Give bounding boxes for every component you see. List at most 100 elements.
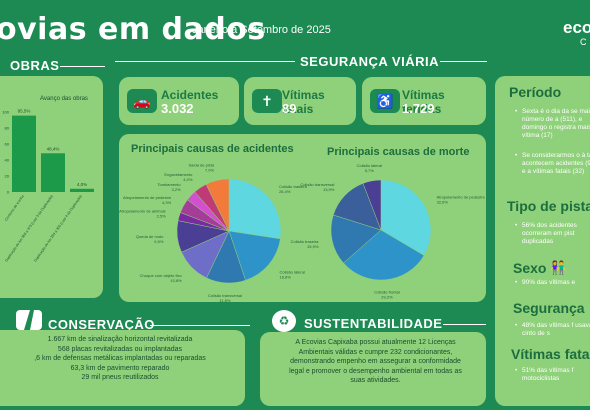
obras-bar: [12, 115, 36, 192]
pie-value-label: 29,2%: [381, 295, 393, 300]
obras-chart-title: Avanço das obras: [40, 96, 88, 102]
obras-bar-label: Duplicação do km 358 a 373 (Lote 3 da Du…: [4, 194, 53, 262]
pie1-title: Principais causas de acidentes: [131, 143, 294, 155]
seguranca-cinto-heading: Segurança: [513, 300, 585, 316]
sust-line: suas atividades.: [350, 377, 401, 384]
pie-slice: [380, 179, 432, 256]
pie-value-label: 15,9%: [307, 244, 319, 249]
sust-line: demonstrando empenho em assegurar a conf…: [290, 358, 461, 365]
seguranca-cinto-bullet: 48% das vítimas f usavam cinto de s: [515, 322, 590, 338]
conservacao-item: 568 placas revitalizadas ou implantadas: [57, 345, 183, 353]
gender-icon: 👫: [550, 260, 567, 275]
sustentabilidade-heading: SUSTENTABILIDADE: [304, 316, 443, 331]
vitimas-fatais-heading: Vítimas fatai: [511, 346, 590, 362]
sustentabilidade-text: A Ecovias Capixaba possui atualmente 12 …: [268, 338, 483, 386]
pie-value-label: 9,5%: [154, 239, 164, 244]
pie-slice: [205, 178, 230, 232]
y-tick-label: 80: [5, 126, 10, 131]
sexo-bullet: 90% das vítimas e: [515, 279, 590, 287]
injured-person-icon: ♿: [370, 89, 400, 113]
pie-slice: [330, 214, 382, 264]
seguranca-heading: SEGURANÇA VIÁRIA: [300, 54, 439, 69]
kpi-value: 89: [282, 101, 297, 116]
obras-heading: OBRAS: [10, 58, 60, 73]
tipo-pista-bullet: 56% dos acidentes ocorreram em pist dupl…: [515, 222, 590, 246]
pie-label: Atropelamento de pedestre: [437, 194, 486, 199]
y-tick-label: 40: [5, 158, 10, 163]
obras-bar-value: 95,5%: [18, 109, 31, 114]
conservacao-item: ,6 km de defensas metálicas implantadas …: [34, 355, 206, 362]
conservacao-heading: CONSERVAÇÃO: [48, 317, 155, 332]
y-tick-label: 60: [5, 142, 10, 147]
pie-label: Queda de moto: [136, 234, 164, 239]
kpi-vitimas-feridas: ♿ Vítimas feridas 1.729: [362, 77, 486, 125]
pie-label: Atropelamento de animais: [119, 209, 165, 214]
pie2-title: Principais causas de morte: [327, 146, 470, 158]
vitimas-fatais-bullet: 51% das vítimas f motociclistas: [515, 367, 590, 383]
logo: eco: [563, 18, 590, 37]
pie-value-label: 7,0%: [205, 168, 215, 173]
periodo-bullet-2: Se considerarmos o à tarde acontecem aci…: [515, 152, 590, 176]
conservacao-card: [0, 330, 245, 406]
sust-line: A Ecovias Capixaba possui atualmente 12 …: [295, 339, 456, 346]
car-crash-icon: 🚗: [127, 89, 157, 113]
sust-line: Ambientais válidas e cumpre 232 condicio…: [298, 348, 453, 356]
conservacao-item: 1.667 km de sinalização horizontal revit…: [47, 336, 193, 343]
pie-label: Atropelamento de pedestre: [123, 195, 172, 200]
pie-value-label: 4,3%: [162, 200, 172, 205]
pie-slice: [228, 230, 281, 281]
obras-bar-label: Contorno de Iconha: [4, 194, 25, 222]
pie-value-label: 16,8%: [279, 275, 291, 280]
pie-label: Colisão traseira: [291, 239, 320, 244]
pie-slice: [362, 179, 382, 231]
pie-value-label: 5,7%: [365, 168, 375, 173]
y-tick-label: 20: [5, 174, 10, 179]
page-title: ovias em dados: [0, 12, 266, 47]
sustentabilidade-card: [260, 332, 486, 406]
conservacao-list: 1.667 km de sinalização horizontal revit…: [0, 335, 240, 383]
kpi-label: Vítimas feridas: [402, 88, 445, 116]
pie-value-label: 3,2%: [172, 187, 182, 192]
sust-line: legal e promover o desempenho ambiental …: [289, 367, 462, 375]
obras-card: Avanço das obras 100 80 60 40 20 0 95,5% Contor…: [0, 76, 103, 298]
obras-bar: [70, 188, 94, 192]
pie-value-label: 26,4%: [279, 189, 291, 194]
logo-sub: C: [580, 37, 587, 47]
pie-value-label: 32,6%: [437, 199, 449, 204]
pie-label: Colisão lateral: [279, 270, 304, 275]
obras-bar: [41, 153, 65, 192]
pie-label: Tombamento: [158, 182, 182, 187]
y-tick-label: 100: [2, 110, 9, 115]
obras-bar-chart: 100 80 60 40 20 0 95,5% Contorno de Iconha 48,4%…: [2, 109, 94, 263]
page-subtitle: Janeiro a Setembro de 2025: [192, 24, 331, 36]
leaf-gear-icon: ♻: [272, 310, 296, 332]
periodo-heading: Período: [509, 84, 562, 100]
kpi-vitimas-fatais: ✝ Vítimas fatais 89: [244, 77, 356, 125]
obras-bar-value: 4,0%: [77, 182, 87, 187]
pie-label: Colisão transversal: [300, 182, 334, 187]
sexo-heading: Sexo: [513, 260, 547, 276]
conservacao-item: 63,3 km de pavimento reparado: [70, 364, 170, 372]
right-panel: Período Sexta é o dia da se maior número…: [495, 76, 590, 406]
pie-value-label: 10,8%: [170, 278, 182, 283]
pie-label: Colisão transversal: [208, 293, 242, 298]
pie-slice: [343, 229, 425, 281]
pie-value-label: 13,9%: [323, 187, 335, 192]
pie-label: Choque com objeto fixo: [140, 273, 183, 278]
pie-label: Colisão traseira: [279, 184, 308, 189]
tombstone-icon: ✝: [252, 89, 282, 113]
pie-slice: [228, 178, 282, 240]
kpi-label: Vítimas fatais: [282, 88, 325, 116]
tipo-pista-heading: Tipo de pista: [507, 198, 590, 214]
road-icon: [16, 310, 42, 330]
periodo-bullet-1: Sexta é o dia da se maior número de a (5…: [515, 108, 590, 140]
pie-charts-card: Principais causas de acidentes Principai…: [119, 134, 486, 302]
pie-label: Engavetamento: [164, 172, 193, 177]
pie-value-label: 11,8%: [219, 298, 230, 302]
pie-label: Saída de pista: [188, 163, 214, 168]
obras-bar-value: 48,4%: [47, 146, 60, 151]
pie-label: Colisão frontal: [374, 290, 400, 295]
kpi-value: 1.729: [402, 101, 435, 116]
pie-value-label: 4,0%: [183, 177, 193, 182]
